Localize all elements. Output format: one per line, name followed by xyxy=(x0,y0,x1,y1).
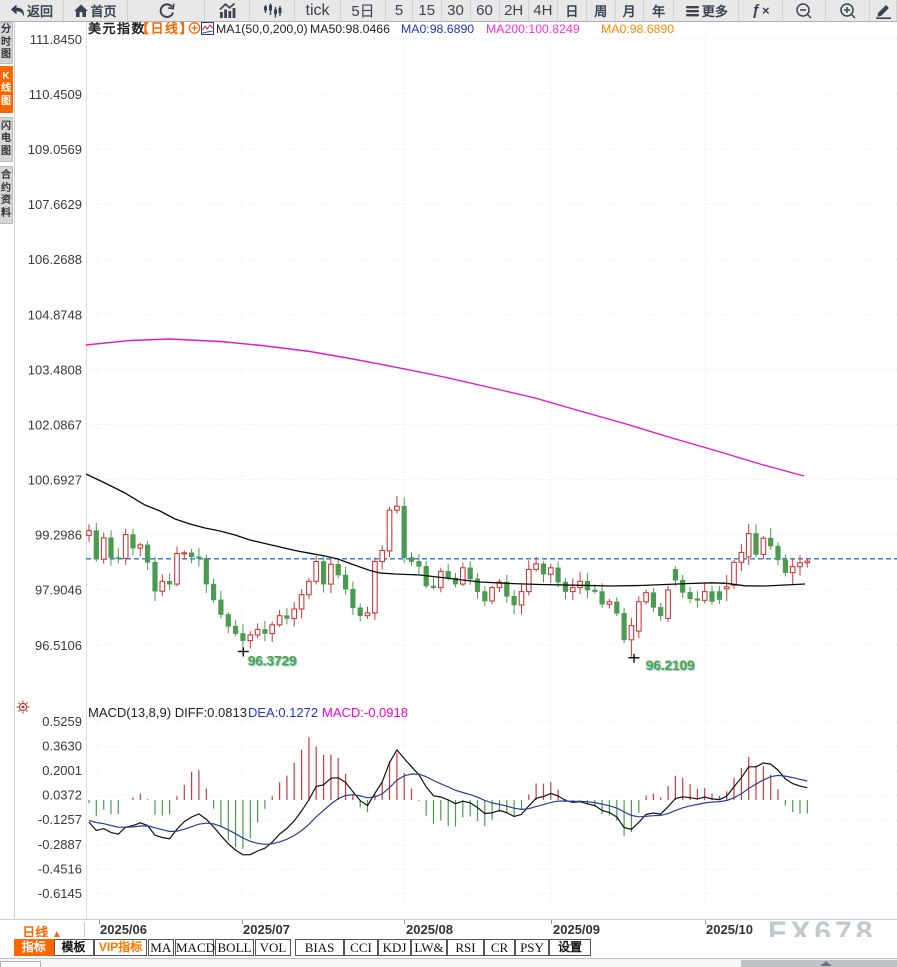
svg-text:96.3729: 96.3729 xyxy=(247,654,296,669)
svg-text:96.3729: 96.3729 xyxy=(248,654,297,669)
svg-text:MA0:98.6890: MA0:98.6890 xyxy=(401,22,474,36)
svg-text:MA50:98.0466: MA50:98.0466 xyxy=(310,22,390,36)
svg-text:103.4808: 103.4808 xyxy=(28,362,82,377)
svg-text:0.5259: 0.5259 xyxy=(42,714,82,729)
svg-text:107.6629: 107.6629 xyxy=(28,197,82,212)
svg-text:99.2986: 99.2986 xyxy=(35,528,82,543)
svg-text:104.8748: 104.8748 xyxy=(28,307,82,322)
svg-text:MA200:100.8249: MA200:100.8249 xyxy=(486,22,580,36)
svg-text:-0.2887: -0.2887 xyxy=(38,837,82,852)
svg-text:-0.6145: -0.6145 xyxy=(38,886,82,901)
svg-text:96.2109: 96.2109 xyxy=(647,659,696,674)
svg-text:100.6927: 100.6927 xyxy=(28,473,82,488)
svg-text:MA1(50,0,200,0): MA1(50,0,200,0) xyxy=(216,22,308,36)
svg-text:0.0372: 0.0372 xyxy=(42,788,82,803)
svg-text:111.8450: 111.8450 xyxy=(30,32,82,47)
svg-text:110.4509: 110.4509 xyxy=(29,87,82,102)
svg-text:MA0:98.6890: MA0:98.6890 xyxy=(601,22,674,36)
svg-text:DEA:0.1272: DEA:0.1272 xyxy=(248,705,318,720)
svg-text:96.2109: 96.2109 xyxy=(645,658,694,673)
svg-text:96.5106: 96.5106 xyxy=(35,638,82,653)
svg-text:97.9046: 97.9046 xyxy=(35,583,82,598)
svg-text:106.2688: 106.2688 xyxy=(28,252,82,267)
svg-text:96.3729: 96.3729 xyxy=(249,655,298,670)
svg-text:102.0867: 102.0867 xyxy=(28,417,82,432)
svg-text:MACD(13,8,9) DIFF:0.0813: MACD(13,8,9) DIFF:0.0813 xyxy=(88,705,247,720)
svg-text:-0.1257: -0.1257 xyxy=(38,812,82,827)
svg-text:109.0569: 109.0569 xyxy=(28,142,82,157)
svg-text:MACD:-0.0918: MACD:-0.0918 xyxy=(322,705,408,720)
svg-text:【日线】: 【日线】 xyxy=(136,22,194,36)
svg-text:96.2109: 96.2109 xyxy=(646,658,695,673)
svg-text:美元指数: 美元指数 xyxy=(88,22,146,36)
svg-text:-0.4516: -0.4516 xyxy=(38,861,82,876)
svg-text:0.2001: 0.2001 xyxy=(42,763,82,778)
svg-text:0.3630: 0.3630 xyxy=(42,739,82,754)
